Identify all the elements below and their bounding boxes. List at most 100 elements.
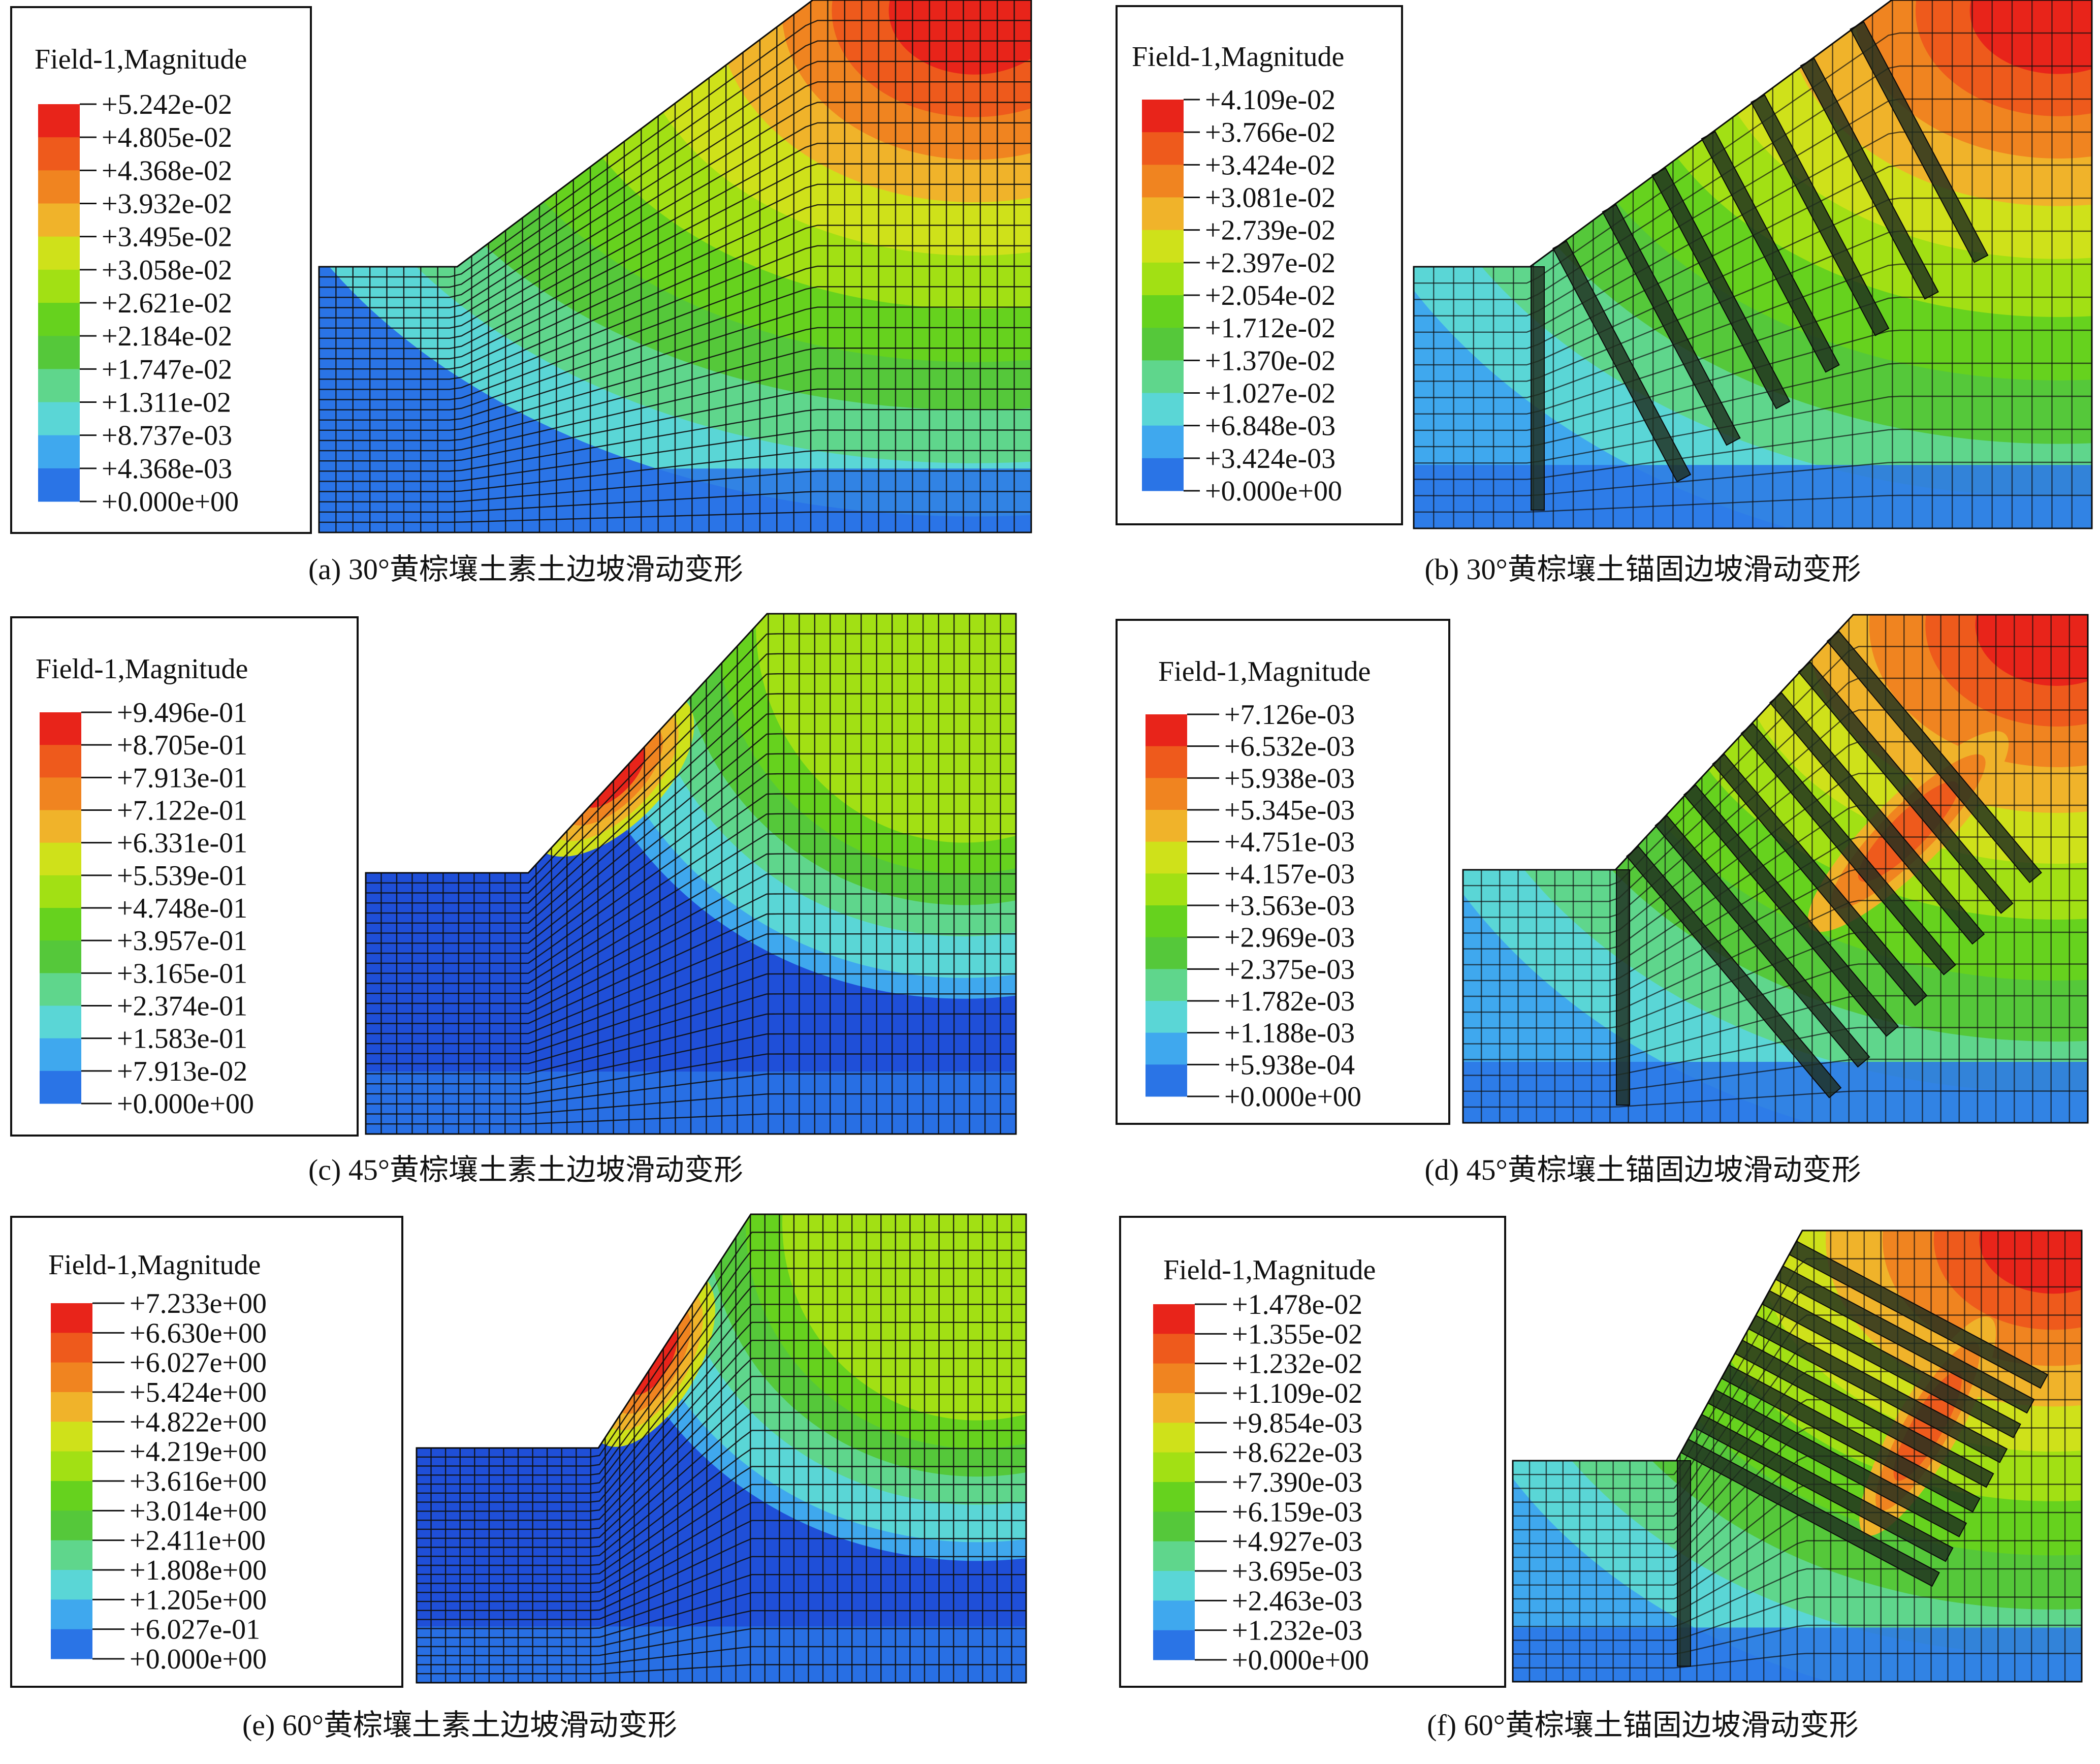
caption: (e) 60°黄棕壤土素土边坡滑动变形 [242, 1709, 677, 1742]
legend-value: +1.311e-02 [102, 387, 231, 419]
mesh-line [319, 204, 1031, 370]
legend-swatch [38, 303, 80, 336]
legend-value: +1.232e-02 [1232, 1348, 1362, 1380]
legend-swatch [1146, 1001, 1187, 1033]
legend-swatch [51, 1422, 92, 1452]
legend-swatch [38, 435, 80, 469]
anchor-group [1616, 631, 2042, 1106]
contour-plot [1413, 0, 2093, 529]
legend-value: +2.969e-03 [1224, 922, 1355, 954]
mesh-line [319, 20, 1031, 278]
legend-value: +1.808e+00 [130, 1555, 267, 1586]
mesh-line [319, 511, 1031, 523]
contour-fill [319, 0, 1031, 532]
legend-scale: +4.109e-02+3.766e-02+3.424e-02+3.081e-02… [1142, 84, 1342, 507]
slope-outline [1512, 1230, 2083, 1683]
slope-outline [365, 613, 1017, 1135]
legend-swatch [38, 468, 80, 502]
legend-swatch [1142, 458, 1184, 491]
legend-swatch [1142, 295, 1184, 328]
legend-value: +7.390e-03 [1232, 1467, 1362, 1498]
legend-value: +0.000e+00 [1205, 476, 1342, 507]
legend-value: +1.027e-02 [1205, 378, 1335, 410]
mesh-line [1414, 395, 2092, 464]
mesh-line [366, 953, 1016, 1045]
legend-value: +1.478e-02 [1232, 1289, 1362, 1320]
legend-swatch [51, 1570, 92, 1600]
legend-swatch [38, 137, 80, 171]
legend-value: +0.000e+00 [130, 1644, 267, 1675]
mesh-line [1414, 362, 2092, 448]
legend-scale: +9.496e-01+8.705e-01+7.913e-01+7.122e-01… [40, 697, 254, 1120]
legend-value: +4.157e-03 [1224, 858, 1355, 890]
mesh-line [417, 1232, 1026, 1458]
legend-value: +4.109e-02 [1205, 84, 1335, 116]
mesh-grid [319, 0, 1031, 532]
mesh-line [366, 873, 1016, 1004]
legend-value: +7.233e+00 [130, 1288, 267, 1319]
mesh-line [417, 1304, 1026, 1494]
legend-value: +2.739e-02 [1205, 215, 1335, 246]
legend-value: +2.397e-02 [1205, 247, 1335, 279]
mesh-line [366, 993, 1016, 1064]
anchor-group [1677, 1240, 2049, 1667]
legend-swatch [51, 1599, 92, 1630]
legend-swatch [1142, 230, 1184, 263]
legend-swatch [1142, 360, 1184, 393]
mesh-line [366, 893, 1016, 1015]
legend-swatch [1153, 1452, 1195, 1483]
legend-swatch [40, 1038, 81, 1072]
contour-band [1969, 0, 2092, 74]
legend-value: +5.938e-04 [1224, 1049, 1355, 1081]
anchor-pile [1677, 1460, 1691, 1667]
mesh-line [1463, 709, 2088, 918]
contour-band [1975, 615, 2088, 686]
legend-value: +2.054e-02 [1205, 280, 1335, 311]
legend-swatch [40, 973, 81, 1006]
legend-swatch [1153, 1511, 1195, 1542]
legend-value: +3.058e-02 [102, 255, 232, 286]
mesh-line [417, 1664, 1026, 1675]
mesh-grid [417, 1214, 1026, 1683]
mesh-line [417, 1394, 1026, 1539]
mesh-line [319, 102, 1031, 319]
mesh-line [1513, 1653, 2082, 1669]
mesh-line [366, 1053, 1016, 1095]
mesh-line [1463, 963, 2088, 1045]
mesh-line [1463, 741, 2088, 934]
legend-value: +6.027e-01 [130, 1614, 260, 1646]
legend-swatch [38, 170, 80, 204]
mesh-line [319, 183, 1031, 360]
legend-value: +8.705e-01 [117, 730, 247, 761]
mesh-line [1463, 1058, 2088, 1092]
legend-value: +1.232e-03 [1232, 1615, 1362, 1647]
mesh-line [319, 327, 1031, 431]
legend-value: +6.848e-03 [1205, 411, 1335, 442]
mesh-line [1513, 1596, 2082, 1641]
legend-swatch [1142, 165, 1184, 198]
legend-swatch [1146, 1064, 1187, 1097]
contour-band [888, 0, 1031, 75]
mesh-line [366, 1013, 1016, 1075]
slope-outline [1462, 614, 2089, 1124]
legend-value: +1.712e-02 [1205, 312, 1335, 344]
legend-swatch [1146, 714, 1187, 747]
mesh-line [1414, 230, 2092, 382]
caption: (b) 30°黄棕壤土锚固边坡滑动变形 [1424, 553, 1861, 586]
mesh-line [366, 973, 1016, 1055]
mesh-line [417, 1285, 1026, 1485]
mesh-line [417, 1520, 1026, 1602]
mesh-line [366, 1113, 1016, 1125]
legend-value: +1.355e-02 [1232, 1318, 1362, 1350]
mesh-grid [1463, 615, 2088, 1123]
legend-swatch [1142, 197, 1184, 231]
mesh-line [366, 853, 1016, 994]
mesh-line [1414, 428, 2092, 480]
legend-title: Field-1,Magnitude [1132, 41, 1344, 73]
mesh-line [1414, 329, 2092, 431]
mesh-line [366, 713, 1016, 924]
slope-outline [1413, 0, 2093, 529]
legend-value: +5.539e-01 [117, 860, 247, 892]
mesh-line [319, 450, 1031, 492]
legend-value: +9.496e-01 [117, 697, 247, 729]
